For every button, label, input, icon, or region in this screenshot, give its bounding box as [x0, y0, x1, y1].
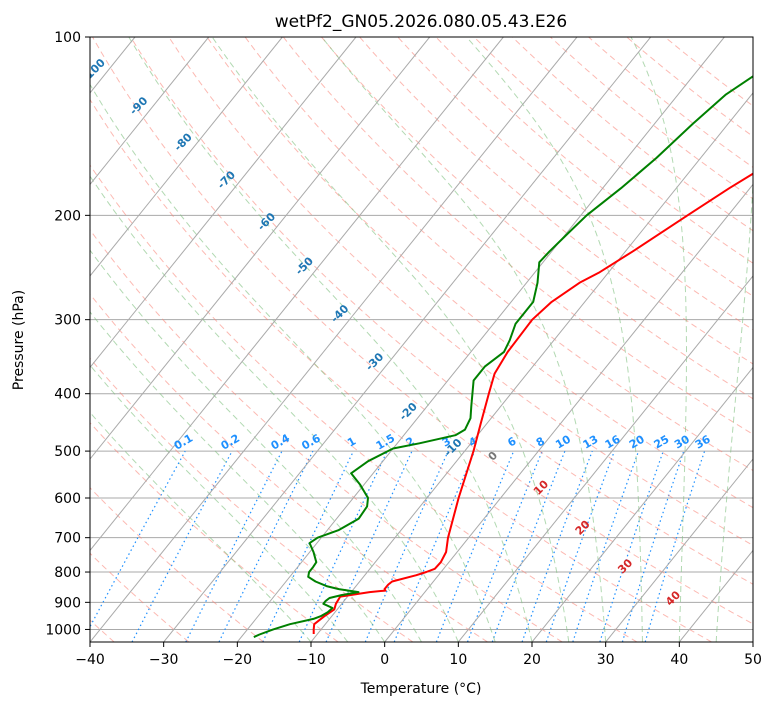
- y-tick-label: 700: [54, 531, 81, 547]
- y-tick-label: 300: [54, 313, 81, 329]
- x-tick-label: 10: [449, 652, 467, 668]
- y-tick-label: 800: [54, 565, 81, 581]
- y-axis-label: Pressure (hPa): [11, 290, 27, 390]
- x-tick-label: −30: [149, 652, 179, 668]
- y-tick-label: 400: [54, 387, 81, 403]
- y-tick-label: 200: [54, 208, 81, 224]
- x-axis-label: Temperature (°C): [360, 681, 482, 697]
- y-tick-label: 100: [54, 30, 81, 46]
- x-tick-label: 20: [523, 652, 541, 668]
- y-tick-label: 500: [54, 444, 81, 460]
- x-tick-label: −40: [75, 652, 105, 668]
- y-tick-label: 900: [54, 595, 81, 611]
- x-tick-label: 40: [670, 652, 688, 668]
- x-tick-label: 50: [744, 652, 762, 668]
- x-tick-label: −20: [223, 652, 253, 668]
- x-tick-label: 30: [597, 652, 615, 668]
- x-tick-label: −10: [296, 652, 326, 668]
- y-tick-label: 1000: [45, 622, 81, 638]
- y-tick-label: 600: [54, 491, 81, 507]
- chart-title: wetPf2_GN05.2026.080.05.43.E26: [275, 12, 567, 32]
- x-tick-label: 0: [380, 652, 389, 668]
